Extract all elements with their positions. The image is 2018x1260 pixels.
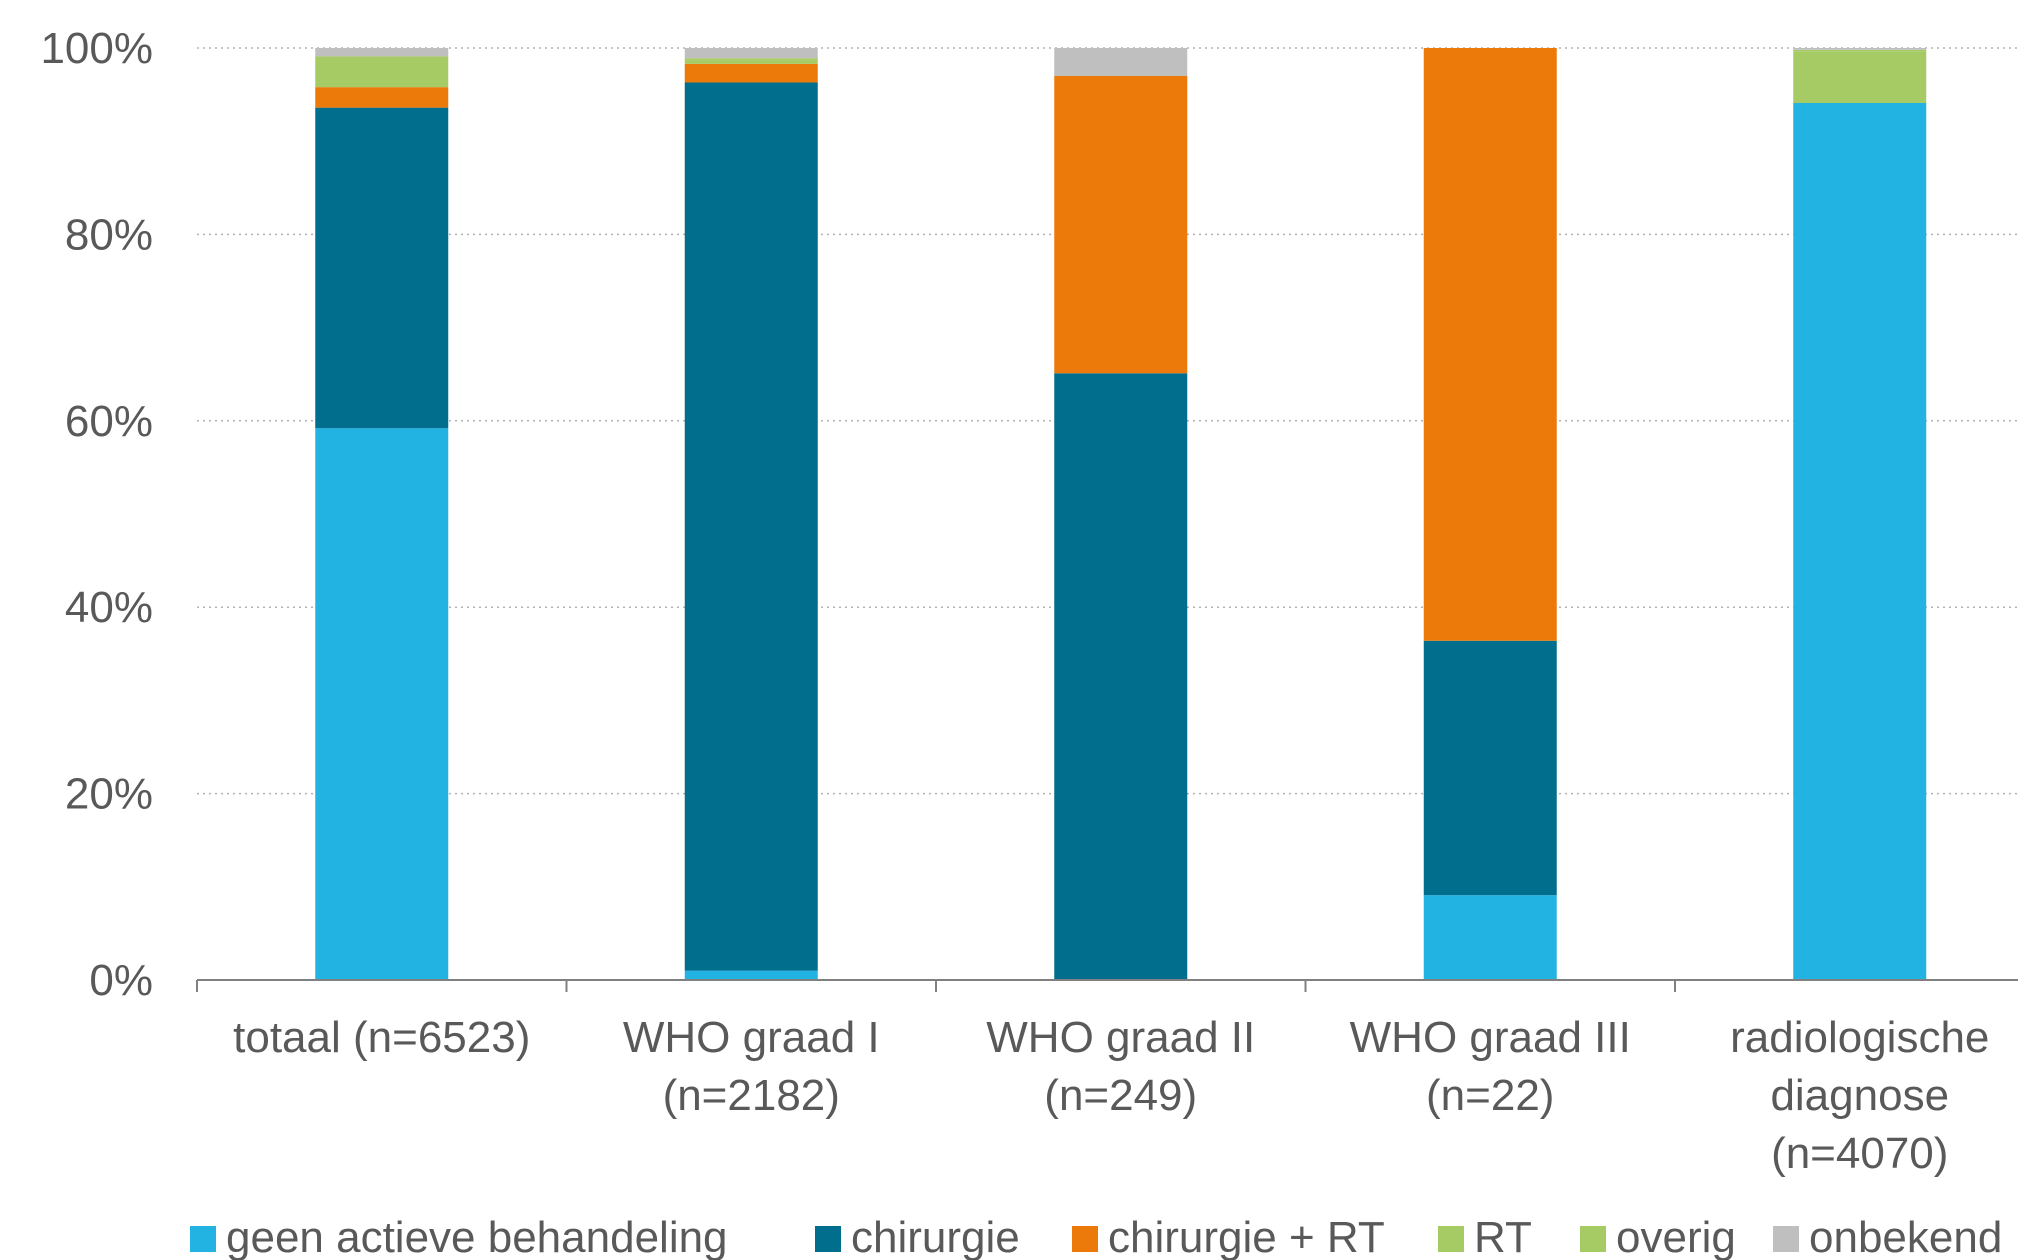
y-tick-label: 60% bbox=[65, 397, 153, 446]
bar-segment bbox=[684, 48, 818, 59]
y-tick-label: 0% bbox=[89, 956, 153, 1005]
legend-swatch bbox=[1072, 1226, 1098, 1252]
x-axis bbox=[196, 979, 2018, 992]
bar-segment bbox=[1423, 48, 1557, 641]
y-tick-label: 80% bbox=[65, 210, 153, 259]
bar-segment bbox=[315, 56, 449, 88]
bar-segment bbox=[684, 58, 818, 61]
y-tick-label: 40% bbox=[65, 583, 153, 632]
category-label: (n=22) bbox=[1426, 1071, 1554, 1120]
bar-segment bbox=[1793, 48, 1927, 50]
legend-swatch bbox=[190, 1226, 216, 1252]
bars bbox=[315, 48, 1927, 981]
category-label: (n=249) bbox=[1044, 1071, 1197, 1120]
legend-entry: onbekend bbox=[1809, 1213, 2002, 1260]
bar-segment bbox=[1423, 640, 1557, 896]
category-label: (n=4070) bbox=[1771, 1129, 1948, 1178]
y-tick-label: 100% bbox=[40, 24, 153, 73]
bar-segment bbox=[1054, 48, 1188, 76]
bar-segment bbox=[1793, 51, 1927, 103]
legend-swatch bbox=[815, 1226, 841, 1252]
bar-segment bbox=[315, 87, 449, 108]
legend-entry: RT bbox=[1474, 1213, 1532, 1260]
bar-segment bbox=[315, 48, 449, 57]
bar-segment bbox=[684, 82, 818, 971]
bar-segment bbox=[315, 428, 449, 981]
legend-entry: overig bbox=[1616, 1213, 1736, 1260]
y-tick-label: 20% bbox=[65, 770, 153, 819]
category-labels: totaal (n=6523) WHO graad I (n=2182) WHO gr… bbox=[233, 1013, 1989, 1178]
category-label: (n=2182) bbox=[663, 1071, 840, 1120]
bar-segment bbox=[1054, 75, 1188, 374]
legend-entry: geen actieve behandeling bbox=[226, 1213, 728, 1260]
bar-segment bbox=[1054, 373, 1188, 980]
legend-entry: chirurgie + RT bbox=[1108, 1213, 1385, 1260]
category-label: diagnose bbox=[1770, 1071, 1949, 1120]
legend-swatch bbox=[1773, 1226, 1799, 1252]
bar-segment bbox=[1423, 895, 1557, 980]
legend-swatch bbox=[1438, 1226, 1464, 1252]
bar-segment bbox=[1793, 102, 1927, 981]
legend: geen actieve behandeling chirurgie chirurg… bbox=[190, 1213, 2002, 1260]
legend-swatch bbox=[1580, 1226, 1606, 1252]
category-label: WHO graad II bbox=[986, 1013, 1255, 1062]
bar-segment bbox=[684, 60, 818, 64]
legend-entry: chirurgie bbox=[851, 1213, 1020, 1260]
y-axis-ticks: 0% 20% 40% 60% 80% 100% bbox=[40, 24, 153, 1005]
category-label: WHO graad III bbox=[1350, 1013, 1631, 1062]
bar-segment bbox=[1793, 49, 1927, 52]
category-label: WHO graad I bbox=[623, 1013, 880, 1062]
category-label: totaal (n=6523) bbox=[233, 1013, 530, 1062]
bar-segment bbox=[684, 63, 818, 83]
bar-segment bbox=[315, 107, 449, 429]
bar-segment bbox=[684, 970, 818, 980]
category-label: radiologische bbox=[1730, 1013, 1989, 1062]
